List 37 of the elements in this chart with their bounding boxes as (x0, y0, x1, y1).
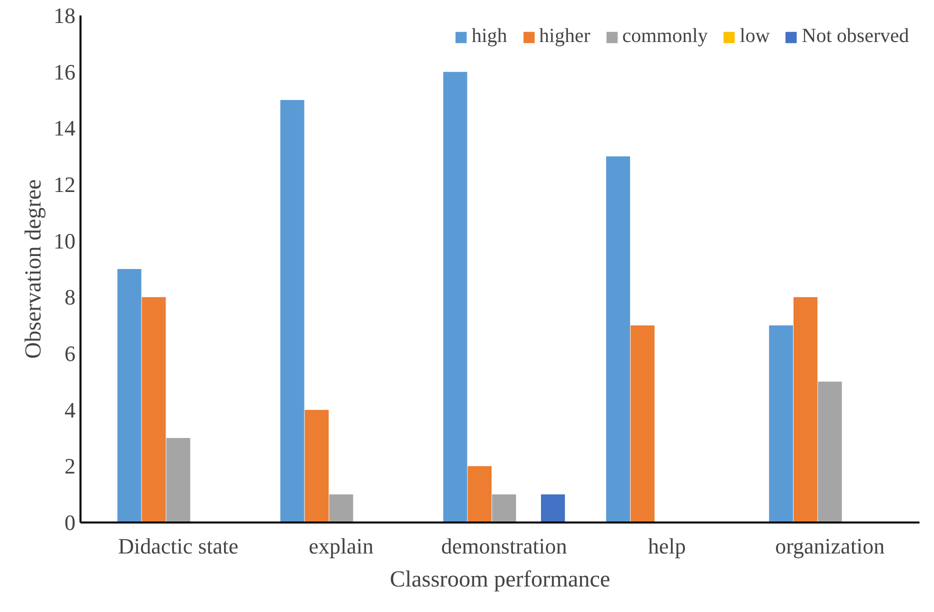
y-tick-label: 6 (64, 341, 76, 366)
y-tick-label: 14 (54, 116, 76, 141)
bar (540, 494, 565, 522)
bar (117, 269, 142, 522)
bar (142, 297, 166, 522)
bar (443, 72, 468, 522)
x-tick-label: explain (308, 534, 374, 558)
legend-label: higher (539, 25, 590, 48)
bar (166, 438, 190, 522)
legend-label: Not observed (802, 25, 909, 48)
legend-label: high (472, 25, 508, 48)
x-tick-label: Didactic state (118, 534, 238, 558)
bar (818, 382, 842, 522)
bar (793, 297, 818, 522)
bar (329, 494, 354, 522)
bar (630, 325, 655, 522)
y-axis-title: Observation degree (20, 179, 46, 359)
legend-label: commonly (622, 25, 708, 48)
y-tick-label: 8 (64, 284, 76, 310)
bar (304, 410, 329, 522)
bar (468, 466, 492, 522)
bar (280, 100, 304, 522)
bar (769, 325, 793, 522)
y-tick-label: 2 (64, 454, 76, 479)
y-tick-label: 16 (54, 59, 76, 84)
y-tick-label: 10 (54, 228, 76, 254)
bar (492, 494, 516, 522)
y-tick-label: 4 (64, 397, 76, 422)
bar (606, 156, 630, 522)
legend-label: low (740, 25, 770, 48)
x-tick-label: organization (775, 534, 885, 558)
x-tick-label: help (648, 534, 686, 558)
y-tick-label: 18 (54, 3, 76, 28)
x-axis-title: Classroom performance (390, 566, 610, 592)
y-tick-label: 0 (64, 510, 76, 535)
y-tick-label: 12 (54, 172, 76, 197)
x-tick-label: demonstration (441, 534, 568, 558)
